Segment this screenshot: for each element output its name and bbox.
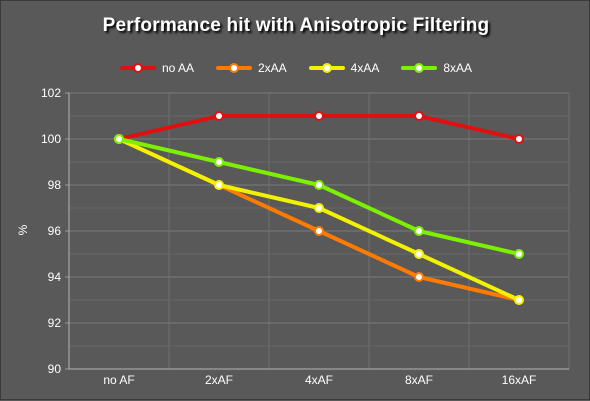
data-point xyxy=(514,134,524,144)
legend: no AA 2xAA 4xAA 8xAA xyxy=(1,61,590,75)
legend-item: 2xAA xyxy=(215,61,287,75)
legend-item: 4xAA xyxy=(308,61,380,75)
legend-swatch xyxy=(119,63,156,73)
data-point xyxy=(414,272,424,282)
data-point xyxy=(214,111,224,121)
chart-title: Performance hit with Anisotropic Filteri… xyxy=(102,15,490,36)
y-tick-label: 90 xyxy=(48,362,62,376)
legend-swatch xyxy=(401,63,438,73)
y-tick-label: 94 xyxy=(48,270,62,284)
data-point xyxy=(414,226,424,236)
y-tick-label: 92 xyxy=(48,316,62,330)
y-tick-label: 98 xyxy=(48,178,62,192)
x-tick-label: 4xAF xyxy=(305,373,333,387)
legend-label: no AA xyxy=(161,61,194,75)
data-point xyxy=(114,134,124,144)
x-tick-label: no AF xyxy=(103,373,134,387)
data-point xyxy=(314,203,324,213)
data-point xyxy=(414,249,424,259)
data-point xyxy=(214,157,224,167)
data-point xyxy=(414,111,424,121)
series-line xyxy=(117,137,521,256)
legend-swatch xyxy=(308,63,345,73)
x-tick-label: 16xAF xyxy=(502,373,537,387)
data-point xyxy=(514,295,524,305)
y-tick-label: 102 xyxy=(41,86,61,100)
series-line xyxy=(117,137,521,302)
legend-item: 8xAA xyxy=(401,61,472,75)
x-tick-label: 2xAF xyxy=(205,373,233,387)
x-tick-label: 8xAF xyxy=(405,373,433,387)
series-line xyxy=(117,137,521,302)
legend-label: 2xAA xyxy=(257,61,287,75)
legend-swatch xyxy=(215,63,252,73)
y-tick-label: 100 xyxy=(41,132,61,146)
legend-label: 4xAA xyxy=(350,61,380,75)
legend-item: no AA xyxy=(119,61,194,75)
data-point xyxy=(314,180,324,190)
legend-label: 8xAA xyxy=(443,61,473,75)
data-point xyxy=(514,249,524,259)
data-point xyxy=(214,180,224,190)
y-tick-label: 96 xyxy=(48,224,62,238)
data-point xyxy=(314,111,324,121)
data-point xyxy=(314,226,324,236)
